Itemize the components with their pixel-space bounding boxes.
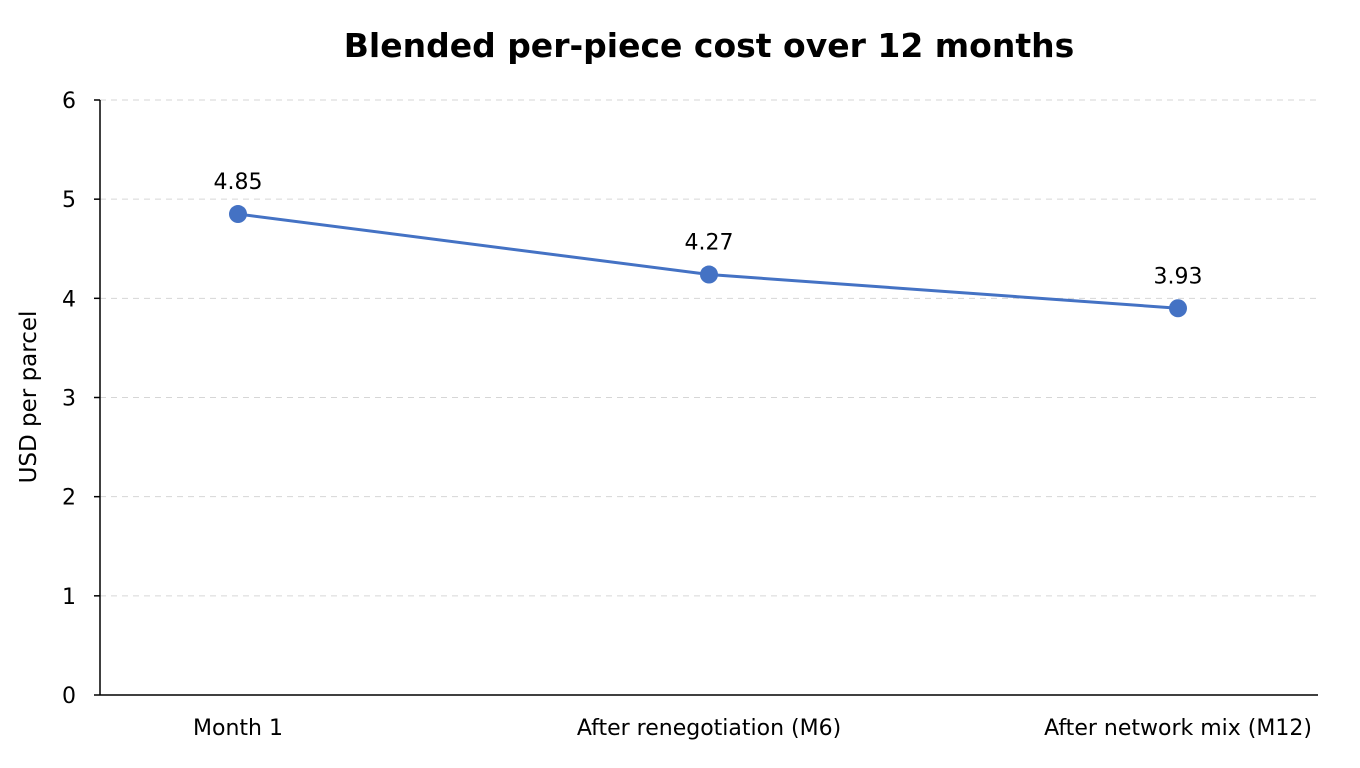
y-tick-label: 4 [62,287,76,312]
data-label: 4.85 [214,170,263,195]
x-category-label: After renegotiation (M6) [577,716,841,741]
data-point [1169,299,1187,318]
y-tick-label: 2 [62,486,76,511]
data-point [229,205,247,224]
y-tick-label: 3 [62,387,76,412]
y-axis-label: USD per parcel [16,311,42,484]
data-label: 4.27 [685,231,734,256]
series [229,205,1187,318]
chart-title: Blended per-piece cost over 12 months [344,26,1075,65]
y-tick-label: 6 [62,89,76,114]
y-tick-label: 0 [62,684,76,709]
data-point [700,265,718,284]
y-axis-ticks: 0 1 2 3 4 5 6 [62,89,100,709]
x-axis-categories: Month 1 After renegotiation (M6) After net… [193,716,1312,741]
x-category-label: After network mix (M12) [1044,716,1312,741]
series-line [236,212,1180,310]
data-labels: 4.85 4.27 3.93 [214,170,1203,289]
data-label: 3.93 [1154,264,1203,289]
y-tick-label: 5 [62,188,76,213]
gridlines [100,99,1318,597]
y-tick-label: 1 [62,585,76,610]
x-category-label: Month 1 [193,716,283,741]
